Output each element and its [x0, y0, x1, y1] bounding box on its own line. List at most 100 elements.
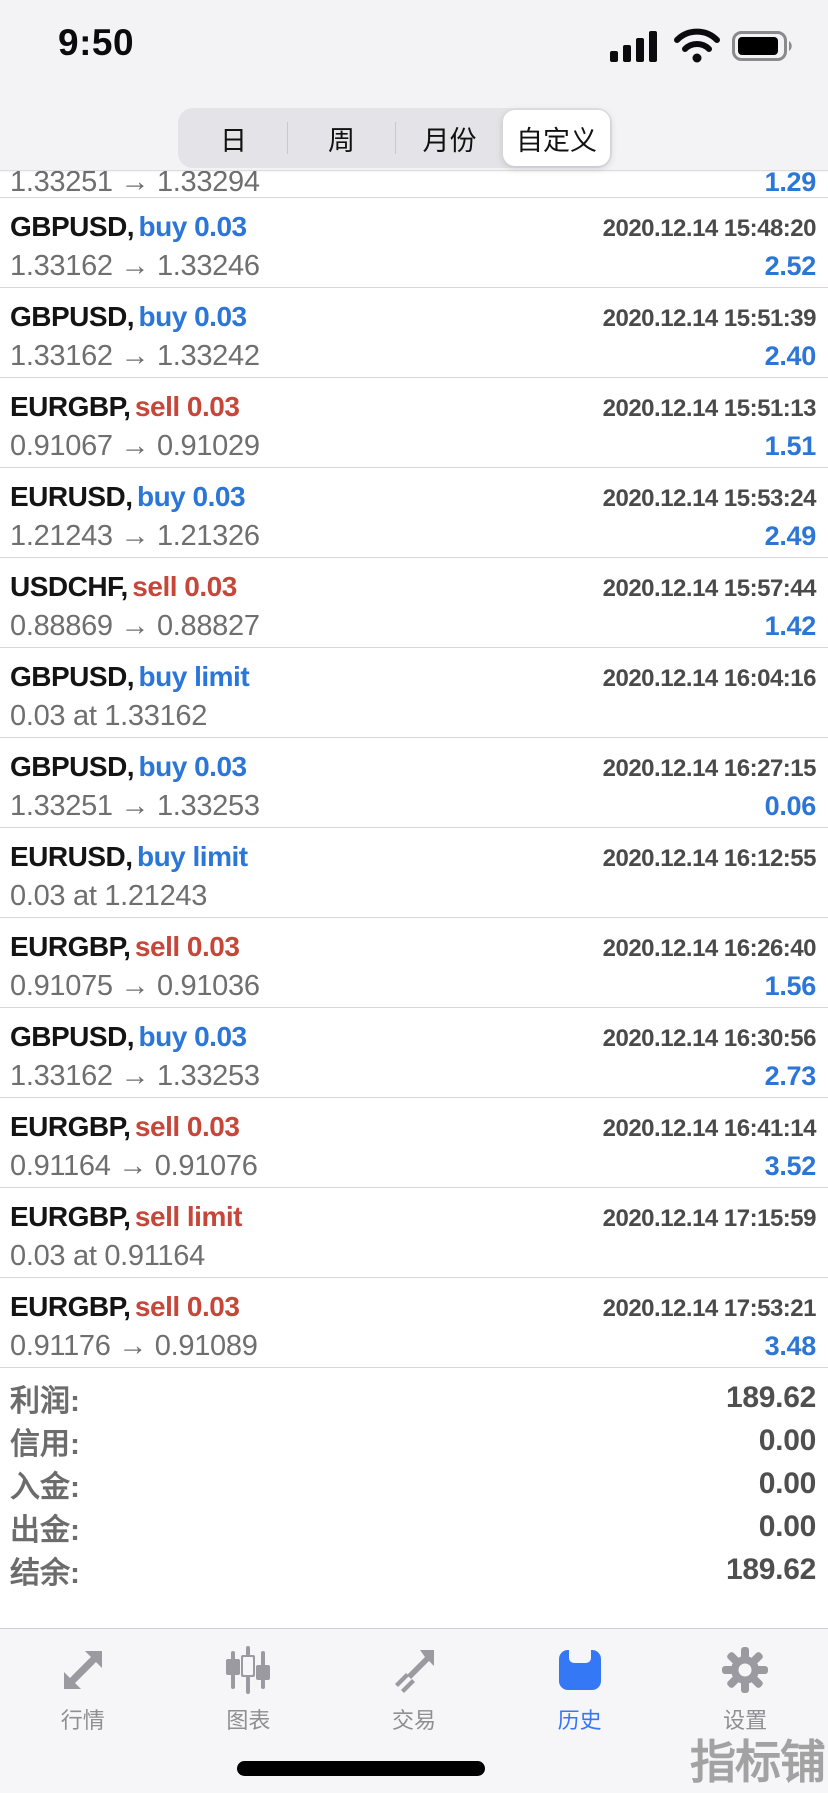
trade-profit: 1.56	[764, 971, 817, 1001]
trade-time: 2020.12.14 15:57:44	[602, 575, 817, 602]
trade-time: 2020.12.14 17:15:59	[602, 1205, 817, 1232]
symbol-label: EURUSD,	[10, 841, 133, 872]
summary-value: 189.62	[726, 1552, 816, 1586]
summary-label: 出金:	[10, 1513, 80, 1547]
trade-action-label: buy 0.03	[138, 751, 248, 782]
summary-label: 利润:	[10, 1384, 80, 1418]
trade-action-label: sell 0.03	[134, 1291, 240, 1322]
trade-profit: 3.48	[764, 1331, 817, 1361]
trade-title: EURUSD, buy limit	[10, 841, 248, 873]
trade-action-label: sell limit	[134, 1201, 243, 1232]
segment-week[interactable]: 周	[328, 125, 355, 156]
tab-history[interactable]: 历史	[497, 1629, 663, 1793]
trade-profit: 1.29	[764, 167, 817, 197]
segment-day[interactable]: 日	[220, 125, 247, 156]
symbol-label: EURGBP,	[10, 931, 131, 962]
symbol-label: GBPUSD,	[10, 211, 135, 242]
trade-prices: 0.91176 → 0.91089	[10, 1330, 258, 1362]
history-row[interactable]: EURGBP, sell 0.03 2020.12.14 16:41:14 0.…	[0, 1098, 828, 1188]
summary-label: 结余:	[10, 1556, 80, 1590]
trade-title: GBPUSD, buy 0.03	[10, 211, 247, 243]
history-row[interactable]: GBPUSD, buy 0.03 2020.12.14 16:30:56 1.3…	[0, 1008, 828, 1098]
history-row-partial[interactable]: 1.33251 → 1.33294 1.29	[0, 166, 828, 198]
history-row[interactable]: EURUSD, buy 0.03 2020.12.14 15:53:24 1.2…	[0, 468, 828, 558]
summary-value: 0.00	[758, 1466, 817, 1500]
trade-profit: 1.51	[764, 431, 817, 461]
segment-month[interactable]: 月份	[422, 125, 477, 156]
watermark-text: 指标铺	[690, 1736, 826, 1788]
trade-time: 2020.12.14 15:51:13	[602, 395, 817, 422]
symbol-label: GBPUSD,	[10, 751, 135, 782]
trade-icon	[387, 1641, 441, 1699]
trade-prices: 0.03 at 1.21243	[10, 880, 208, 912]
history-icon	[553, 1641, 607, 1699]
trade-title: GBPUSD, buy 0.03	[10, 751, 247, 783]
trade-action-label: buy limit	[138, 661, 250, 692]
trade-action-label: sell 0.03	[134, 391, 240, 422]
summary-value: 189.62	[726, 1380, 816, 1414]
trade-time: 2020.12.14 16:04:16	[602, 665, 817, 692]
history-row[interactable]: GBPUSD, buy limit 2020.12.14 16:04:16 0.…	[0, 648, 828, 738]
trade-action-label: buy 0.03	[138, 1021, 248, 1052]
history-row[interactable]: EURGBP, sell 0.03 2020.12.14 15:51:13 0.…	[0, 378, 828, 468]
trade-action-label: sell 0.03	[134, 1111, 240, 1142]
tab-label: 行情	[60, 1708, 105, 1733]
history-row[interactable]: EURUSD, buy limit 2020.12.14 16:12:55 0.…	[0, 828, 828, 918]
status-icons	[610, 28, 794, 64]
summary-row-credit: 信用: 0.00	[10, 1419, 816, 1462]
trade-prices: 0.91164 → 0.91076	[10, 1150, 258, 1182]
trade-title: GBPUSD, buy 0.03	[10, 301, 247, 333]
trade-time: 2020.12.14 16:26:40	[602, 935, 817, 962]
home-indicator[interactable]	[237, 1761, 485, 1776]
symbol-label: EURGBP,	[10, 391, 131, 422]
trade-prices: 0.03 at 1.33162	[10, 700, 208, 732]
tab-label: 设置	[723, 1708, 768, 1733]
settings-icon	[718, 1641, 772, 1699]
history-row[interactable]: GBPUSD, buy 0.03 2020.12.14 16:27:15 1.3…	[0, 738, 828, 828]
symbol-label: EURUSD,	[10, 481, 133, 512]
trade-title: EURGBP, sell limit	[10, 1201, 242, 1233]
tab-charts[interactable]: 图表	[166, 1629, 332, 1793]
charts-icon	[221, 1641, 275, 1699]
trade-action-label: buy 0.03	[138, 211, 248, 242]
trade-prices: 1.33162 → 1.33246	[10, 250, 260, 282]
segment-separator	[395, 122, 396, 154]
tab-settings[interactable]: 设置	[662, 1629, 828, 1793]
trade-profit: 2.73	[764, 1061, 817, 1091]
history-row[interactable]: EURGBP, sell limit 2020.12.14 17:15:59 0…	[0, 1188, 828, 1278]
history-row[interactable]: USDCHF, sell 0.03 2020.12.14 15:57:44 0.…	[0, 558, 828, 648]
tab-trade[interactable]: 交易	[331, 1629, 497, 1793]
trade-prices: 0.03 at 0.91164	[10, 1240, 205, 1272]
trade-time: 2020.12.14 16:27:15	[602, 755, 817, 782]
battery-icon	[732, 31, 792, 61]
symbol-label: GBPUSD,	[10, 661, 135, 692]
wifi-icon	[674, 28, 720, 63]
trade-prices: 1.33162 → 1.33242	[10, 340, 260, 372]
trade-prices: 0.91067 → 0.91029	[10, 430, 260, 462]
quotes-icon	[56, 1641, 110, 1699]
trade-action-label: buy 0.03	[138, 301, 248, 332]
trade-profit: 1.42	[764, 611, 817, 641]
history-row[interactable]: EURGBP, sell 0.03 2020.12.14 16:26:40 0.…	[0, 918, 828, 1008]
history-row[interactable]: GBPUSD, buy 0.03 2020.12.14 15:51:39 1.3…	[0, 288, 828, 378]
tab-label: 交易	[391, 1708, 436, 1733]
symbol-label: EURGBP,	[10, 1291, 131, 1322]
trade-title: EURGBP, sell 0.03	[10, 1291, 240, 1323]
trade-time: 2020.12.14 15:51:39	[602, 305, 817, 332]
trade-title: EURGBP, sell 0.03	[10, 1111, 240, 1143]
cellular-signal-icon	[610, 31, 657, 62]
trade-action-label: sell 0.03	[132, 571, 237, 602]
header: 9:50 日 周 月份 自定义	[0, 0, 828, 171]
tab-quotes[interactable]: 行情	[0, 1629, 166, 1793]
summary-block: 利润: 189.62 信用: 0.00 入金: 0.00 出金: 0.00 结余…	[0, 1368, 828, 1591]
trade-action-label: buy 0.03	[136, 481, 246, 512]
segment-custom[interactable]: 自定义	[503, 110, 610, 166]
symbol-label: GBPUSD,	[10, 301, 135, 332]
tab-label: 历史	[557, 1708, 602, 1733]
trade-prices: 0.88869 → 0.88827	[10, 610, 260, 642]
summary-value: 0.00	[758, 1509, 817, 1543]
trade-title: EURGBP, sell 0.03	[10, 931, 240, 963]
history-row[interactable]: GBPUSD, buy 0.03 2020.12.14 15:48:20 1.3…	[0, 198, 828, 288]
history-row[interactable]: EURGBP, sell 0.03 2020.12.14 17:53:21 0.…	[0, 1278, 828, 1368]
segment-separator	[287, 122, 288, 154]
